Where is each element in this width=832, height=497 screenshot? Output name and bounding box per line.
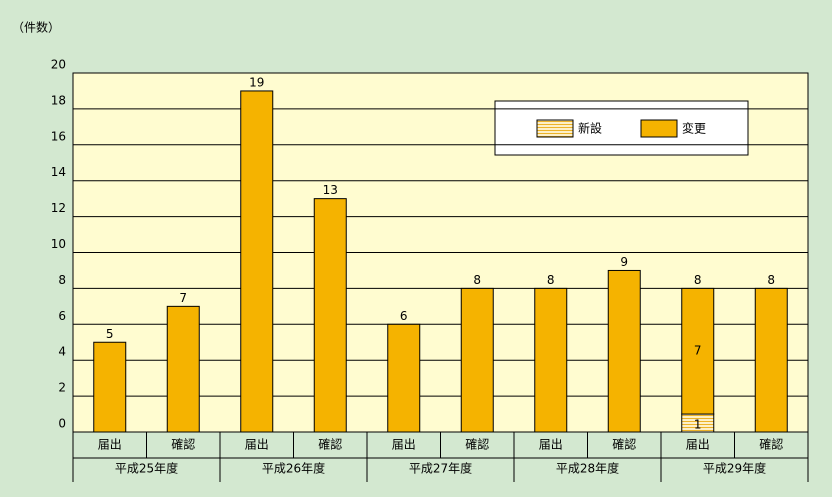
y-tick-label: 16 <box>51 129 66 143</box>
bar-segment <box>534 287 568 433</box>
total-label: 8 <box>694 273 702 287</box>
x-tick-label: 確認 <box>759 437 783 452</box>
total-label: 9 <box>620 255 628 269</box>
y-tick-label: 14 <box>51 165 66 179</box>
y-axis-label: （件数） <box>12 20 60 35</box>
group-label: 平成27年度 <box>409 461 472 476</box>
x-tick-label: 確認 <box>465 437 489 452</box>
bar-segment <box>93 341 127 433</box>
x-tick-label: 届出 <box>686 438 710 452</box>
x-tick-label: 届出 <box>392 438 416 452</box>
x-tick-label: 届出 <box>245 438 269 452</box>
x-tick-label: 届出 <box>539 438 563 452</box>
total-label: 8 <box>767 273 775 287</box>
segment-label: 7 <box>694 344 702 358</box>
y-tick-label: 6 <box>58 309 66 323</box>
legend-swatch <box>640 119 678 138</box>
group-label: 平成28年度 <box>556 461 619 476</box>
bar-segment <box>681 287 715 415</box>
y-tick-label: 8 <box>58 273 66 287</box>
bar-segment <box>607 269 641 433</box>
y-tick-label: 18 <box>51 93 66 107</box>
legend-swatch <box>536 119 574 138</box>
bar-segment <box>460 287 494 433</box>
total-label: 19 <box>249 75 264 89</box>
group-label: 平成25年度 <box>115 461 178 476</box>
bar-segment <box>313 198 347 433</box>
y-tick-label: 12 <box>51 201 66 215</box>
y-tick-label: 20 <box>51 58 66 72</box>
bar-segment <box>166 305 200 433</box>
x-tick-label: 確認 <box>612 437 636 452</box>
total-label: 8 <box>547 273 555 287</box>
bar-segment <box>387 323 421 433</box>
y-tick-label: 2 <box>58 381 66 395</box>
total-label: 7 <box>179 291 187 305</box>
y-tick-label: 10 <box>51 237 66 251</box>
group-label: 平成29年度 <box>703 461 766 476</box>
legend-label: 変更 <box>682 121 706 136</box>
y-tick-label: 0 <box>58 417 66 431</box>
total-label: 13 <box>323 183 338 197</box>
segment-label: 1 <box>694 418 702 432</box>
legend-label: 新設 <box>578 121 602 136</box>
total-label: 6 <box>400 309 408 323</box>
x-tick-label: 届出 <box>98 438 122 452</box>
bar-segment <box>240 90 274 433</box>
y-tick-label: 4 <box>58 345 66 359</box>
bar-segment <box>754 287 788 433</box>
total-label: 8 <box>473 273 481 287</box>
total-label: 5 <box>106 327 114 341</box>
x-tick-label: 確認 <box>171 437 195 452</box>
group-label: 平成26年度 <box>262 461 325 476</box>
x-tick-label: 確認 <box>318 437 342 452</box>
